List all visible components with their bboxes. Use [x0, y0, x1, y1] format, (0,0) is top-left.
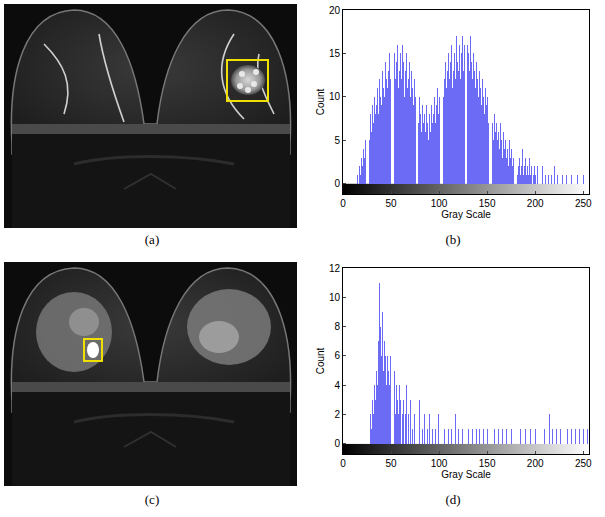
- svg-text:0: 0: [340, 198, 346, 209]
- html-text:(d): (d): [445, 492, 461, 507]
- svg-text:150: 150: [479, 458, 496, 469]
- svg-text:10: 10: [329, 292, 341, 303]
- svg-text:0: 0: [334, 438, 340, 449]
- svg-text:12: 12: [329, 263, 341, 274]
- svg-text:200: 200: [527, 458, 544, 469]
- svg-text:200: 200: [527, 198, 544, 209]
- svg-text:Count: Count: [315, 347, 326, 374]
- svg-text:250: 250: [575, 198, 592, 209]
- svg-text:Gray Scale: Gray Scale: [441, 209, 491, 220]
- html-text:(c): (c): [144, 492, 160, 507]
- svg-text:2: 2: [334, 409, 340, 420]
- svg-text:250: 250: [575, 458, 592, 469]
- svg-text:Count: Count: [315, 88, 326, 115]
- svg-text:15: 15: [329, 48, 341, 59]
- svg-text:5: 5: [334, 135, 340, 146]
- svg-text:150: 150: [479, 198, 496, 209]
- svg-text:4: 4: [334, 380, 340, 391]
- svg-text:20: 20: [329, 5, 341, 16]
- svg-text:100: 100: [431, 198, 448, 209]
- svg-text:0: 0: [334, 178, 340, 189]
- svg-text:50: 50: [385, 198, 397, 209]
- svg-text:Gray Scale: Gray Scale: [441, 469, 491, 480]
- html-text:(b): (b): [445, 232, 461, 247]
- svg-text:10: 10: [329, 91, 341, 102]
- html-text:(a): (a): [144, 232, 160, 247]
- svg-text:8: 8: [334, 321, 340, 332]
- svg-text:6: 6: [334, 350, 340, 361]
- svg-text:100: 100: [431, 458, 448, 469]
- svg-text:50: 50: [385, 458, 397, 469]
- svg-text:0: 0: [340, 458, 346, 469]
